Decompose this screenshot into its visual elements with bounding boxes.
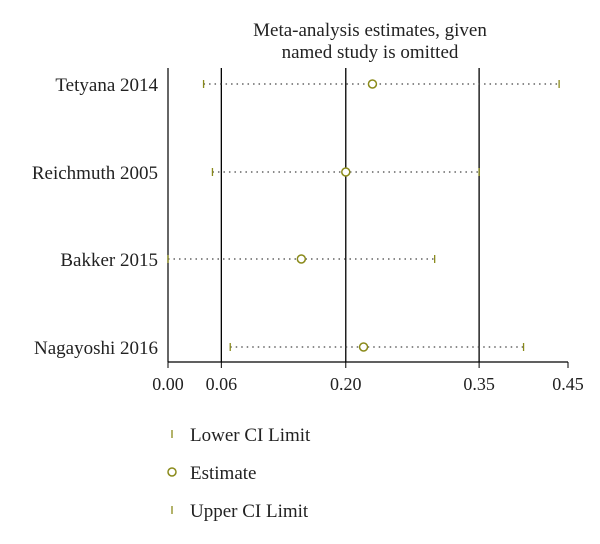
x-tick-label-1: 0.06	[206, 374, 238, 394]
lower-ci-marker-icon	[171, 430, 173, 438]
study-label-3: Nagayoshi 2016	[34, 338, 158, 359]
estimate-marker-1	[341, 167, 351, 177]
legend-label-estimate: Estimate	[190, 463, 257, 484]
estimate-marker-0	[367, 79, 378, 89]
x-tick-label-2: 0.20	[330, 374, 362, 394]
chart-title: Meta-analysis estimates, given named stu…	[170, 20, 570, 64]
study-label-0: Tetyana 2014	[55, 75, 158, 96]
legend-label-lower: Lower CI Limit	[190, 425, 311, 446]
estimate-marker-2	[296, 254, 307, 264]
study-label-2: Bakker 2015	[60, 250, 158, 271]
chart-title-line-2: named study is omitted	[281, 42, 459, 63]
legend-label-upper: Upper CI Limit	[190, 501, 309, 522]
x-tick-label-3: 0.35	[463, 374, 495, 394]
x-tick-label-0: 0.00	[152, 374, 184, 394]
chart-title-line-1: Meta-analysis estimates, given	[253, 20, 487, 41]
upper-ci-marker-icon	[171, 506, 173, 514]
estimate-marker-icon	[167, 467, 177, 477]
study-label-1: Reichmuth 2005	[32, 163, 158, 184]
x-tick-label-4: 0.45	[552, 374, 584, 394]
estimate-marker-3	[358, 342, 369, 352]
